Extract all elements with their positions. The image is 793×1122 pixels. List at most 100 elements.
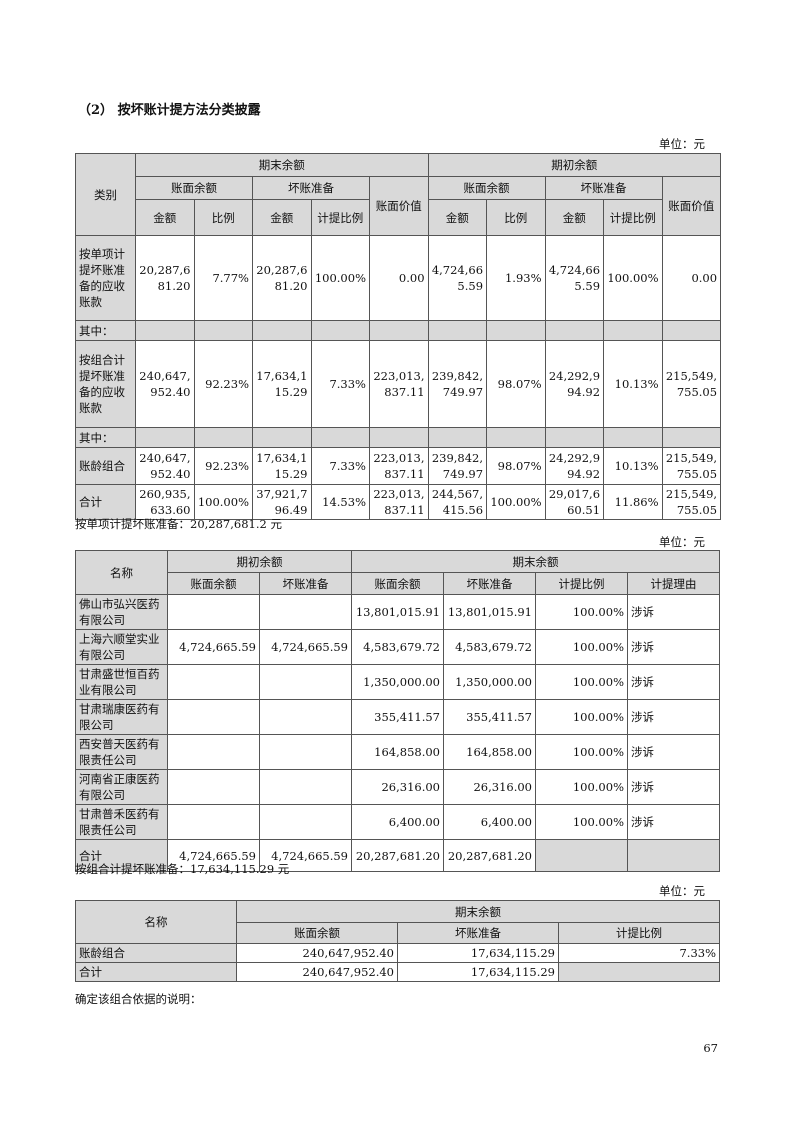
value-cell: 20,287,681.20 [443, 839, 536, 872]
row-label: 合计 [75, 839, 168, 872]
value-cell [259, 664, 352, 700]
unit-label: 单位：元 [659, 535, 705, 549]
row-label: 河南省正康医药有限公司 [75, 769, 168, 805]
header-cell: 比例 [486, 199, 546, 236]
value-cell: 10.13% [603, 340, 663, 428]
value-cell: 26,316.00 [443, 769, 536, 805]
value-cell: 4,583,679.72 [443, 629, 536, 665]
header-cell: 账面价值 [661, 176, 722, 236]
value-cell: 100.00% [535, 664, 628, 700]
value-cell: 1,350,000.00 [351, 664, 444, 700]
table-row: 甘肃瑞康医药有限公司 355,411.57 355,411.57 100.00% 涉诉 [75, 699, 720, 735]
value-cell: 100.00% [535, 769, 628, 805]
header-cell: 计提比例 [535, 572, 628, 595]
value-cell: 6,400.00 [443, 804, 536, 840]
empty-cell [486, 427, 546, 448]
value-cell: 240,647,952.40 [135, 447, 195, 485]
value-cell [557, 962, 721, 982]
value-cell: 100.00% [603, 235, 663, 321]
empty-cell [603, 320, 663, 341]
note-combination: 按组合计提坏账准备：17,634,115.29 元 [75, 862, 290, 876]
value-cell: 240,647,952.40 [236, 962, 398, 982]
header-cell: 坏账准备 [259, 572, 352, 595]
header-cell: 金额 [135, 199, 195, 236]
header-cell: 类别 [75, 153, 136, 236]
value-cell [535, 839, 628, 872]
value-cell: 4,724,665.59 [167, 629, 260, 665]
value-cell: 100.00% [535, 699, 628, 735]
value-cell: 260,935,633.60 [135, 484, 195, 520]
value-cell: 239,842,749.97 [427, 340, 488, 428]
value-cell: 100.00% [310, 235, 370, 321]
value-cell: 223,013,837.11 [369, 340, 429, 428]
table-row: 西安普天医药有限责任公司 164,858.00 164,858.00 100.00% 涉… [75, 734, 720, 770]
empty-cell [544, 427, 605, 448]
value-cell: 164,858.00 [443, 734, 536, 770]
value-cell: 215,549,755.05 [661, 340, 722, 428]
row-label: 其中： [75, 427, 136, 448]
empty-cell [135, 427, 195, 448]
header-cell: 期末余额 [235, 900, 721, 923]
empty-cell [661, 320, 722, 341]
header-cell: 坏账准备 [397, 922, 559, 944]
unit-label: 单位：元 [659, 884, 705, 898]
header-cell: 账面余额 [135, 176, 253, 200]
value-cell: 100.00% [535, 594, 628, 630]
value-cell: 223,013,837.11 [369, 484, 429, 520]
value-cell: 7.77% [193, 235, 253, 321]
table-row: 甘肃普禾医药有限责任公司 6,400.00 6,400.00 100.00% 涉诉 [75, 804, 720, 840]
value-cell: 11.86% [603, 484, 663, 520]
row-label: 合计 [75, 962, 237, 982]
value-cell [167, 804, 260, 840]
value-cell [167, 769, 260, 805]
value-cell: 92.23% [193, 340, 253, 428]
value-cell: 13,801,015.91 [443, 594, 536, 630]
value-cell: 223,013,837.11 [369, 447, 429, 485]
header-cell: 计提比例 [557, 922, 721, 944]
empty-cell [252, 427, 312, 448]
table-row: 上海六顺堂实业有限公司 4,724,665.59 4,724,665.59 4,583… [75, 629, 720, 665]
value-cell: 239,842,749.97 [427, 447, 488, 485]
value-cell [259, 594, 352, 630]
header-cell: 账面余额 [236, 922, 398, 944]
empty-cell [310, 320, 370, 341]
header-cell: 期初余额 [427, 153, 722, 177]
value-cell: 0.00 [369, 235, 429, 321]
header-cell: 期初余额 [167, 550, 352, 573]
value-cell [259, 699, 352, 735]
value-cell: 29,017,660.51 [544, 484, 605, 520]
value-cell: 6,400.00 [351, 804, 444, 840]
value-cell: 100.00% [535, 629, 628, 665]
value-cell [259, 734, 352, 770]
header-cell: 期末余额 [351, 550, 720, 573]
row-label: 按单项计提坏账准备的应收账款 [75, 235, 136, 321]
row-label: 西安普天医药有限责任公司 [75, 734, 168, 770]
value-cell: 涉诉 [627, 734, 720, 770]
value-cell: 20,287,681.20 [252, 235, 312, 321]
empty-cell [310, 427, 370, 448]
classification-table: 类别 期末余额 期初余额 账面余额 坏账准备 账面价值 账面余额 坏账准备 账面价值 金额 比例… [75, 153, 722, 520]
section-title: （2） 按坏账计提方法分类披露 [78, 103, 261, 118]
empty-cell [427, 320, 488, 341]
value-cell: 涉诉 [627, 804, 720, 840]
value-cell: 17,634,115.29 [397, 943, 559, 963]
value-cell [167, 664, 260, 700]
empty-cell [544, 320, 605, 341]
value-cell [259, 769, 352, 805]
value-cell: 100.00% [486, 484, 546, 520]
value-cell: 0.00 [661, 235, 722, 321]
table-row: 其中： [75, 427, 722, 448]
row-label: 合计 [75, 484, 136, 520]
value-cell: 17,634,115.29 [252, 340, 312, 428]
row-label: 甘肃普禾医药有限责任公司 [75, 804, 168, 840]
value-cell: 4,724,665.59 [259, 629, 352, 665]
value-cell: 涉诉 [627, 699, 720, 735]
value-cell: 100.00% [193, 484, 253, 520]
header-cell: 计提理由 [627, 572, 720, 595]
value-cell: 355,411.57 [443, 699, 536, 735]
value-cell [259, 804, 352, 840]
value-cell: 24,292,994.92 [544, 340, 605, 428]
value-cell: 4,724,665.59 [167, 839, 260, 872]
header-cell: 金额 [252, 199, 312, 236]
